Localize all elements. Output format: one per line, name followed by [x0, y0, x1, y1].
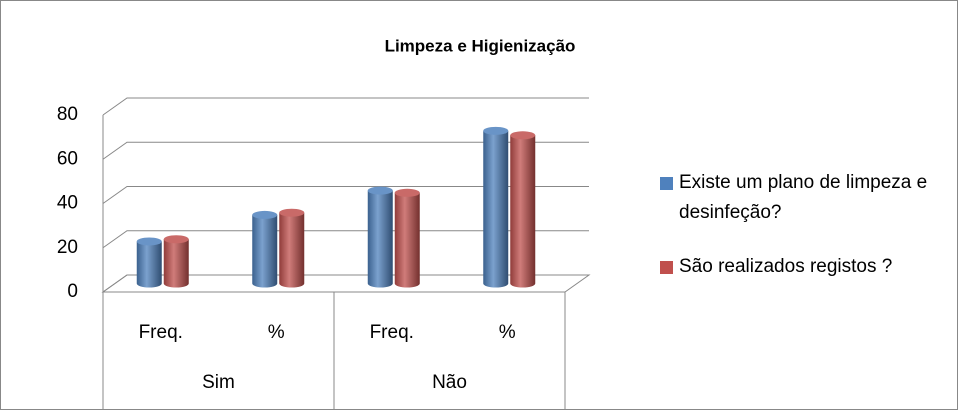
x-tick-label: %: [499, 322, 516, 343]
group-label: Não: [432, 372, 467, 393]
grid-line: [102, 230, 589, 249]
bar-top: [163, 235, 189, 244]
bar-top: [136, 237, 162, 246]
bar: [136, 241, 162, 288]
legend-entry: Existe um plano de limpeza e desinfeção?: [660, 168, 950, 228]
legend-swatch: [660, 177, 673, 190]
grid-line: [102, 141, 589, 160]
x-tick-label: Freq.: [370, 322, 414, 343]
legend-label: São realizados registos ?: [679, 256, 893, 277]
bar-top: [510, 131, 536, 140]
bar-top: [394, 188, 420, 197]
bar: [483, 130, 509, 288]
bar: [394, 192, 420, 288]
grid-line: [102, 97, 589, 116]
bar: [163, 239, 189, 288]
legend-swatch: [660, 261, 673, 274]
bar-top: [252, 210, 278, 219]
x-tick-label: Freq.: [139, 322, 183, 343]
grid-line: [102, 274, 589, 293]
legend-entry: São realizados registos ?: [660, 252, 950, 282]
bar-top: [483, 126, 509, 135]
y-tick-label: 60: [57, 148, 78, 169]
group-label: Sim: [202, 372, 235, 393]
y-tick-label: 20: [57, 237, 78, 258]
legend-label: Existe um plano de limpeza e desinfeção?: [679, 172, 928, 223]
bar: [279, 212, 305, 288]
bar: [367, 190, 393, 288]
y-tick-label: 80: [57, 104, 78, 125]
bar-top: [279, 208, 305, 217]
bar-top: [367, 186, 393, 195]
x-tick-label: %: [268, 322, 285, 343]
chart-title: Limpeza e Higienização: [385, 36, 576, 55]
bar: [510, 135, 536, 288]
bar: [252, 214, 278, 288]
grid-line: [102, 186, 589, 204]
y-tick-label: 0: [67, 281, 78, 302]
y-tick-label: 40: [57, 193, 78, 214]
